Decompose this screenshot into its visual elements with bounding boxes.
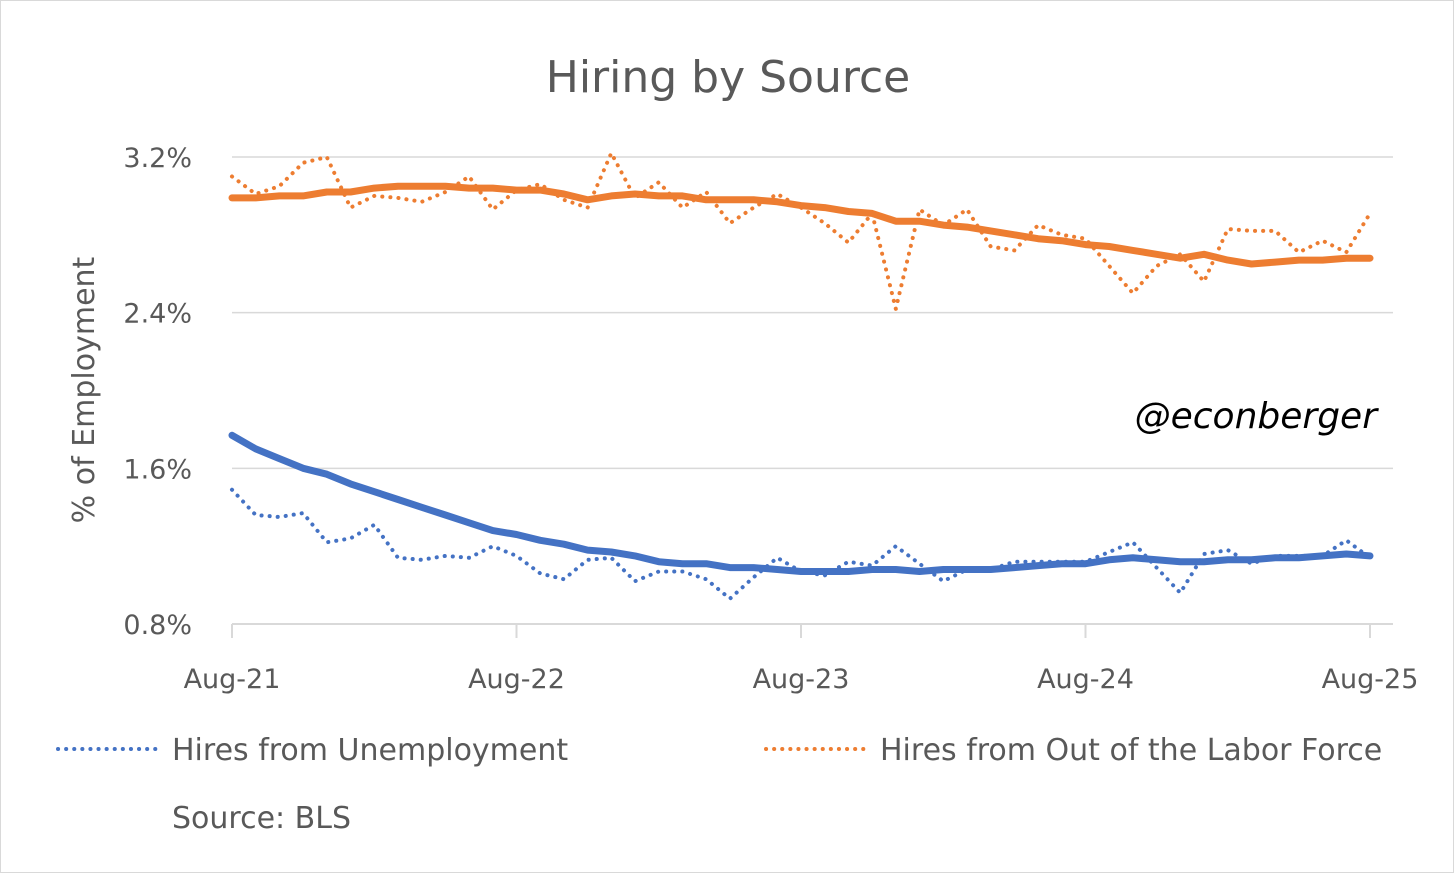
series-out-of-labor-force-dotted <box>230 151 1372 311</box>
source-note: Source: BLS <box>172 801 351 836</box>
y-tick-label: 3.2% <box>123 143 192 174</box>
x-tick-label: Aug-22 <box>468 664 565 695</box>
chart-title: Hiring by Source <box>546 52 911 103</box>
y-tick-labels: 0.8% 1.6% 2.4% 3.2% <box>123 143 192 641</box>
x-tick-label: Aug-23 <box>753 664 850 695</box>
legend-label-out-of-labor-force: Hires from Out of the Labor Force <box>880 733 1382 768</box>
x-tick-label: Aug-21 <box>184 664 281 695</box>
series-unemployment-dotted <box>230 487 1372 601</box>
y-tick-label: 2.4% <box>123 299 192 330</box>
x-tick-label: Aug-25 <box>1322 664 1419 695</box>
x-tick-labels: Aug-21 Aug-22 Aug-23 Aug-24 Aug-25 <box>184 664 1419 695</box>
x-tick-label: Aug-24 <box>1037 664 1134 695</box>
gridlines <box>231 156 1393 638</box>
watermark-handle: @econberger <box>1135 396 1380 437</box>
series-out-of-labor-force-trend <box>228 182 1374 268</box>
y-tick-label: 0.8% <box>123 610 192 641</box>
series-unemployment-trend <box>228 431 1374 575</box>
y-tick-label: 1.6% <box>123 454 192 485</box>
legend: Hires from Unemployment Hires from Out o… <box>56 733 1382 768</box>
series-lines <box>228 151 1374 601</box>
legend-label-unemployment: Hires from Unemployment <box>172 733 568 768</box>
y-axis-title: % of Employment <box>67 256 102 523</box>
